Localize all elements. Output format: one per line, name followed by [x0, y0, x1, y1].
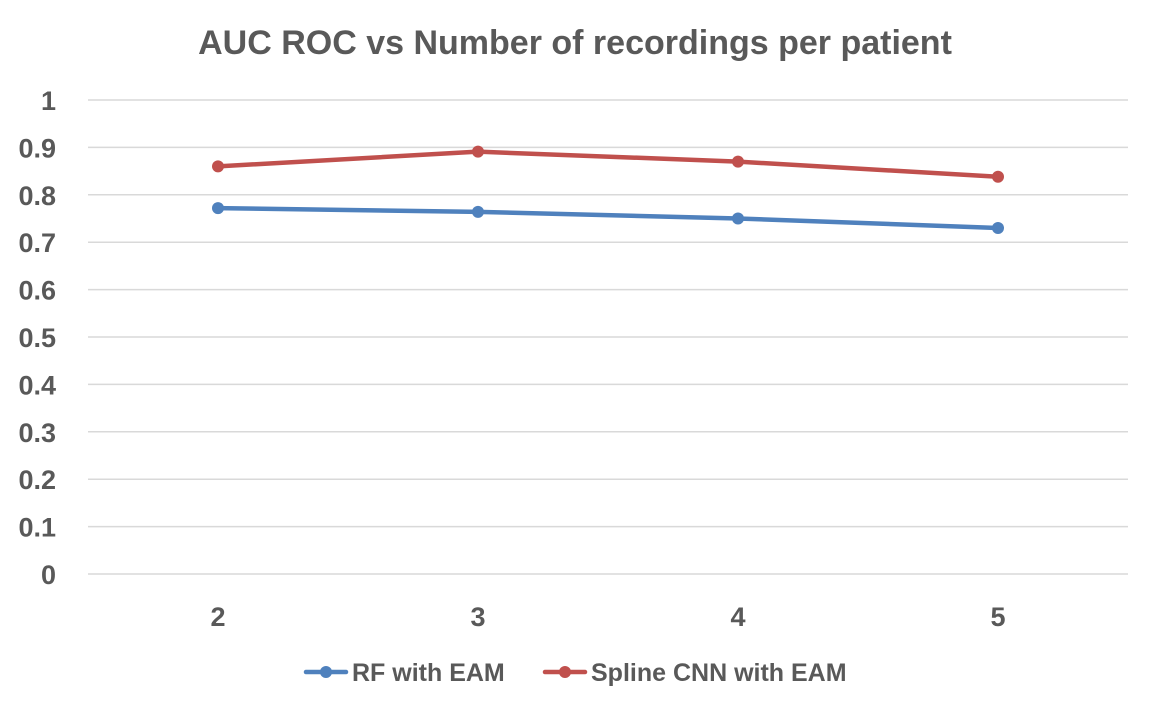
y-tick-label: 0.7 [18, 228, 56, 258]
legend-entry: Spline CNN with EAM [542, 659, 847, 687]
series-lines [212, 145, 1004, 234]
data-point [992, 170, 1004, 183]
x-tick-label: 2 [210, 602, 225, 632]
y-tick-label: 0 [41, 560, 56, 590]
data-point [732, 212, 744, 225]
series-1 [212, 202, 1004, 234]
series-line [215, 149, 1001, 180]
data-point [212, 202, 224, 215]
data-point [212, 160, 224, 173]
y-tick-label: 0.2 [18, 465, 56, 495]
legend-label: Spline CNN with EAM [591, 659, 847, 687]
y-tick-label: 0.8 [18, 181, 56, 211]
y-tick-label: 0.4 [18, 370, 56, 400]
series-2 [212, 145, 1004, 183]
x-tick-label: 3 [470, 602, 485, 632]
y-tick-label: 0.1 [18, 513, 56, 543]
legend-marker [320, 666, 332, 678]
data-point [732, 155, 744, 168]
legend: RF with EAM Spline CNN with EAM [303, 659, 847, 687]
legend-label: RF with EAM [352, 659, 505, 687]
x-axis-ticks: 2 3 4 5 [210, 602, 1005, 632]
y-axis-ticks: 0 0.1 0.2 0.3 0.4 0.5 0.6 0.7 0.8 0.9 1 [18, 86, 56, 590]
series-line [215, 205, 1001, 231]
gridlines [88, 99, 1128, 575]
x-tick-label: 4 [730, 602, 745, 632]
y-tick-label: 1 [41, 86, 56, 116]
y-tick-label: 0.9 [18, 133, 56, 163]
y-tick-label: 0.3 [18, 418, 56, 448]
legend-marker [559, 666, 571, 678]
legend-entry: RF with EAM [303, 659, 505, 687]
y-tick-label: 0.5 [18, 323, 56, 353]
x-tick-label: 5 [990, 602, 1005, 632]
data-point [992, 221, 1004, 234]
chart-title: AUC ROC vs Number of recordings per pati… [198, 24, 952, 62]
data-point [472, 205, 484, 218]
y-tick-label: 0.6 [18, 276, 56, 306]
data-point [472, 145, 484, 158]
